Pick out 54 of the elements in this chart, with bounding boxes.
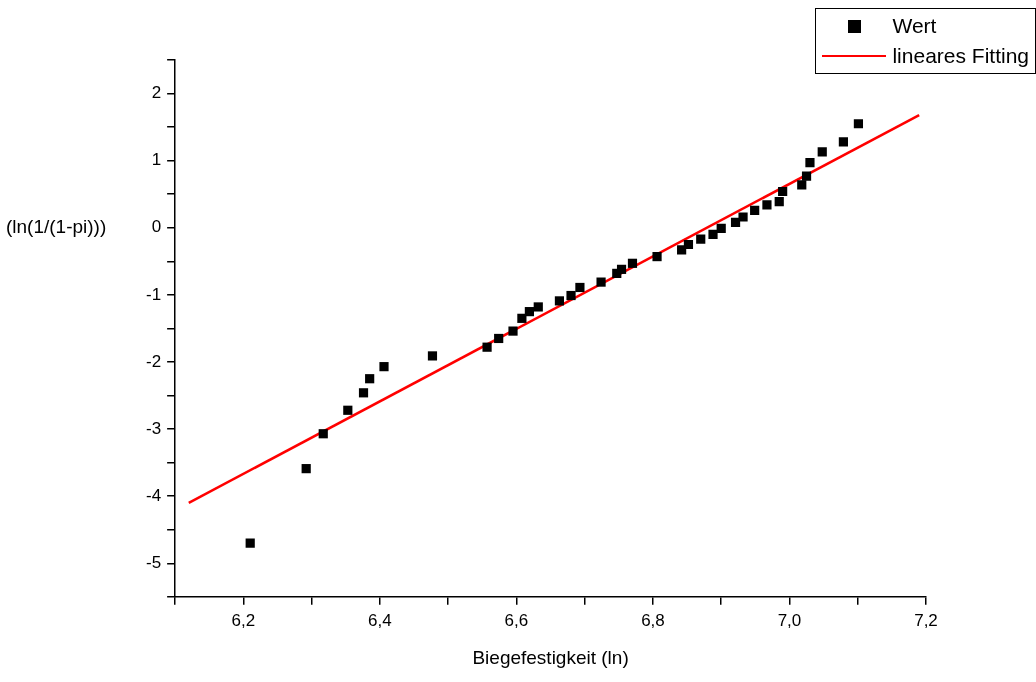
point: [750, 205, 760, 215]
point: [318, 429, 328, 439]
y-tick-label: 2: [151, 83, 162, 103]
point: [652, 252, 662, 262]
point: [838, 137, 848, 147]
point: [801, 171, 812, 181]
y-tick-label: -4: [145, 485, 162, 505]
y-tick-label: 1: [151, 150, 162, 170]
point: [365, 374, 375, 384]
point: [245, 538, 255, 548]
y-tick-label: -2: [145, 351, 162, 371]
point: [797, 180, 807, 190]
y-tick-label: -1: [145, 284, 162, 304]
point: [494, 333, 504, 344]
x-tick-label: 6,6: [504, 610, 529, 630]
point: [778, 186, 788, 197]
point: [708, 229, 718, 240]
point: [524, 307, 534, 317]
point: [508, 326, 518, 336]
point: [301, 464, 311, 474]
point: [517, 313, 527, 323]
point: [683, 239, 694, 250]
x-tick-label: 7,2: [914, 610, 938, 630]
point: [596, 277, 606, 287]
point: [738, 212, 748, 222]
point: [853, 119, 864, 129]
point: [627, 258, 638, 268]
x-tick-label: 6,2: [231, 610, 256, 630]
point: [774, 196, 784, 207]
x-tick-label: 6,4: [368, 610, 392, 630]
point: [343, 405, 353, 415]
point: [533, 302, 543, 312]
point: [817, 147, 827, 157]
legend-label: lineares Fitting: [892, 43, 1029, 69]
point: [566, 290, 576, 301]
point: [762, 200, 772, 210]
y-tick-label: -5: [145, 552, 162, 572]
point: [805, 158, 815, 168]
x-tick-label: 6,8: [641, 610, 665, 630]
point: [379, 362, 389, 372]
point: [575, 282, 585, 293]
point: [716, 223, 726, 234]
point: [696, 234, 706, 244]
y-tick-label: 0: [151, 217, 162, 237]
y-tick-label: -3: [145, 418, 162, 438]
point: [482, 342, 492, 352]
point: [616, 264, 627, 274]
y-axis-title: (ln(1/(1-pi))): [6, 215, 107, 237]
legend-label: Wert: [892, 13, 937, 39]
point: [358, 388, 369, 398]
x-axis-title: Biegefestigkeit (ln): [472, 646, 629, 668]
x-tick-label: 7,0: [777, 610, 802, 630]
point: [427, 351, 438, 361]
point: [554, 296, 565, 306]
